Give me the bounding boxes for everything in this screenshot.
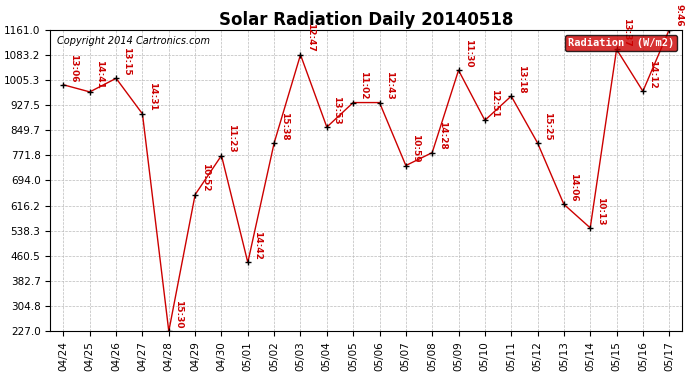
Text: 10:52: 10:52 [201, 164, 210, 192]
Text: 12:51: 12:51 [491, 89, 500, 117]
Text: 11:23: 11:23 [227, 124, 236, 153]
Text: 13:18: 13:18 [517, 65, 526, 93]
Text: 13:37: 13:37 [622, 18, 631, 46]
Text: 13:06: 13:06 [69, 54, 78, 82]
Text: 12:43: 12:43 [385, 71, 394, 100]
Text: 11:02: 11:02 [359, 71, 368, 100]
Text: 14:28: 14:28 [437, 121, 446, 150]
Text: 12:47: 12:47 [306, 23, 315, 52]
Title: Solar Radiation Daily 20140518: Solar Radiation Daily 20140518 [219, 11, 513, 29]
Text: 14:31: 14:31 [148, 82, 157, 111]
Text: 11:30: 11:30 [464, 39, 473, 68]
Text: 10:59: 10:59 [411, 134, 420, 163]
Text: 15:30: 15:30 [175, 300, 184, 328]
Text: 14:12: 14:12 [649, 60, 658, 88]
Text: 13:15: 13:15 [121, 47, 130, 75]
Text: 14:41: 14:41 [95, 60, 104, 89]
Text: 13:53: 13:53 [333, 96, 342, 124]
Text: Copyright 2014 Cartronics.com: Copyright 2014 Cartronics.com [57, 36, 210, 46]
Text: 10:13: 10:13 [595, 196, 604, 225]
Legend: Radiation  (W/m2): Radiation (W/m2) [564, 35, 677, 51]
Text: 15:38: 15:38 [279, 111, 288, 140]
Text: 15:25: 15:25 [543, 111, 552, 140]
Text: 9:46: 9:46 [675, 4, 684, 27]
Text: 14:06: 14:06 [569, 173, 578, 201]
Text: 14:42: 14:42 [253, 231, 262, 260]
